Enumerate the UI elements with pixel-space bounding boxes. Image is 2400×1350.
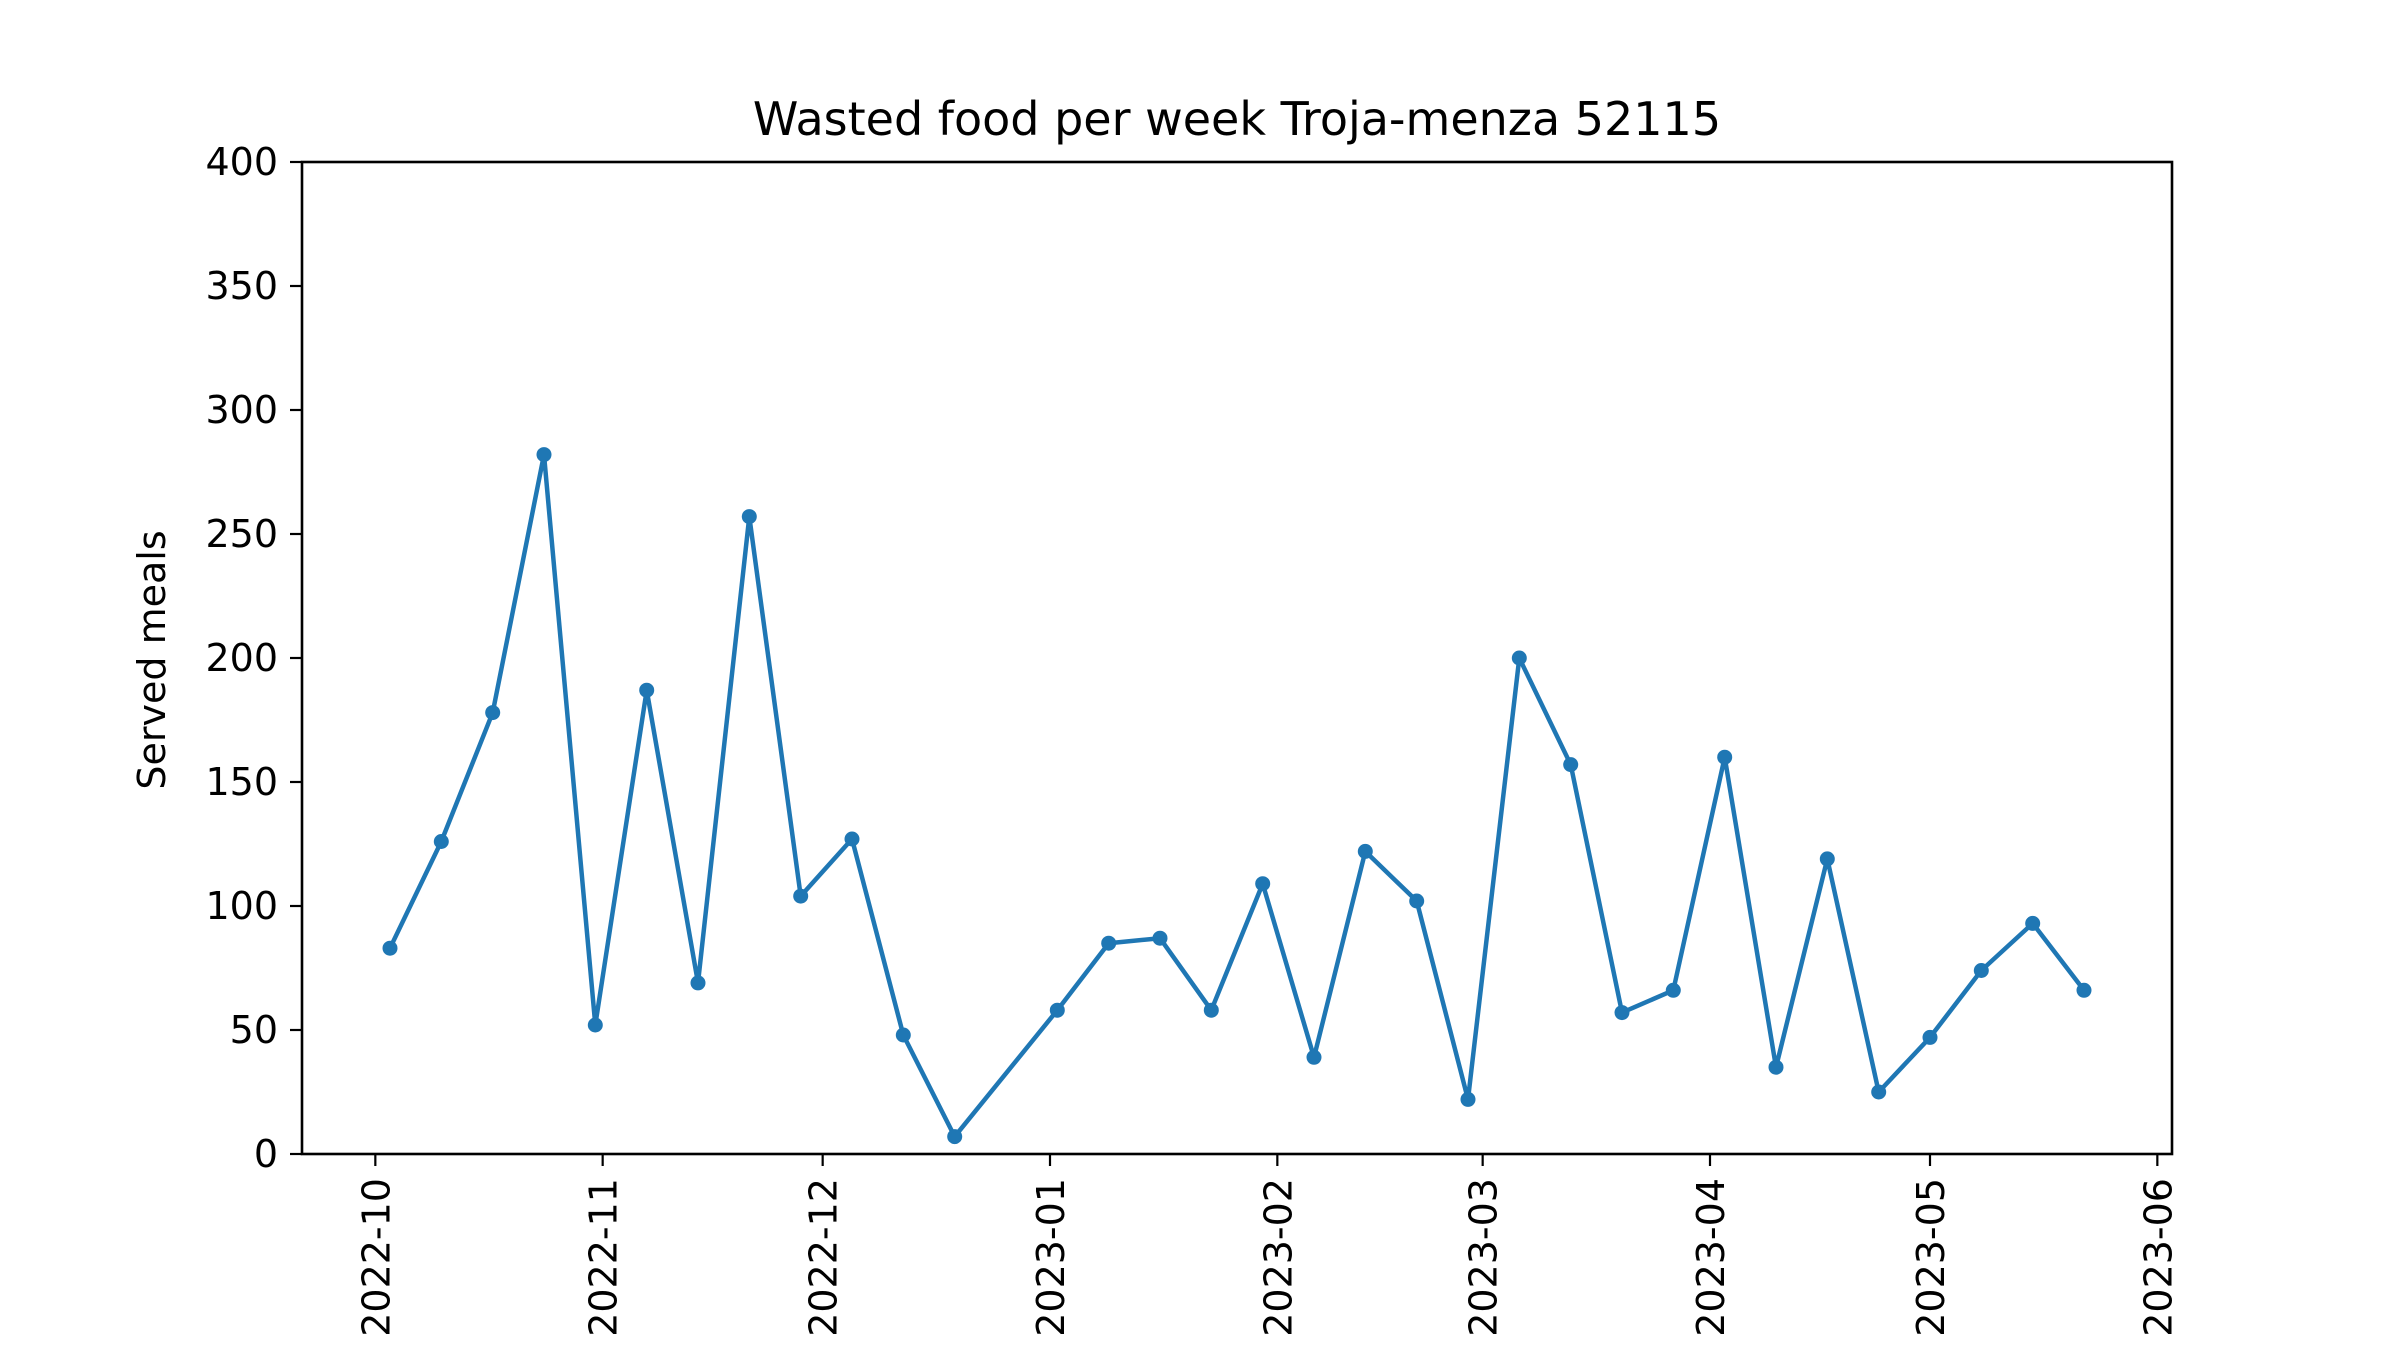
- x-tick-label: 2023-06: [2136, 1178, 2180, 1337]
- data-point: [2076, 982, 2092, 998]
- y-axis: 0 50 100 150 200 250 300 350 400: [205, 140, 302, 1176]
- data-point: [844, 831, 860, 847]
- y-tick-label: 0: [254, 1132, 278, 1176]
- data-point: [895, 1027, 911, 1043]
- y-tick-label: 350: [205, 264, 278, 308]
- x-tick-label: 2022-11: [582, 1178, 626, 1337]
- data-point: [947, 1129, 963, 1145]
- data-point: [485, 705, 501, 721]
- x-tick-label: 2023-01: [1029, 1178, 1073, 1337]
- plot-frame: [300, 160, 2174, 1156]
- chart-title: Wasted food per week Troja-menza 52115: [753, 92, 1721, 146]
- x-tick-label: 2023-04: [1689, 1178, 1733, 1337]
- data-point: [690, 975, 706, 991]
- data-point: [1819, 851, 1835, 867]
- data-point: [382, 940, 398, 956]
- data-point: [536, 447, 552, 463]
- data-point: [1614, 1005, 1630, 1021]
- y-tick-label: 150: [205, 760, 278, 804]
- data-point: [1409, 893, 1425, 909]
- data-point: [1255, 876, 1271, 892]
- y-tick-label: 400: [205, 140, 278, 184]
- x-tick-label: 2022-10: [354, 1178, 398, 1337]
- data-point: [1665, 982, 1681, 998]
- x-tick-label: 2023-03: [1462, 1178, 1506, 1337]
- data-point: [1152, 930, 1168, 946]
- x-tick-label: 2023-02: [1256, 1178, 1300, 1337]
- data-point: [1973, 963, 1989, 978]
- data-point: [1203, 1002, 1219, 1018]
- data-point: [1563, 757, 1579, 773]
- x-tick-label: 2022-12: [802, 1178, 846, 1337]
- data-point: [793, 888, 809, 904]
- data-point: [1306, 1049, 1322, 1065]
- data-point: [1460, 1091, 1476, 1107]
- y-tick-label: 100: [205, 884, 278, 928]
- data-point: [433, 834, 449, 849]
- data-point: [1101, 935, 1117, 951]
- data-point: [1717, 749, 1733, 765]
- data-point: [1049, 1002, 1065, 1018]
- x-tick-label: 2023-05: [1909, 1178, 1953, 1337]
- data-point: [2025, 915, 2041, 931]
- data-point: [1922, 1029, 1938, 1045]
- y-tick-label: 300: [205, 388, 278, 432]
- y-tick-label: 50: [230, 1008, 278, 1052]
- y-tick-label: 200: [205, 636, 278, 680]
- y-tick-label: 250: [205, 512, 278, 556]
- x-axis: 2022-10 2022-11 2022-12 2023-01 2023-02 2023-…: [354, 1154, 2180, 1337]
- data-point: [1511, 650, 1527, 666]
- data-point: [639, 682, 655, 698]
- data-point: [741, 509, 757, 525]
- data-point: [1357, 843, 1373, 859]
- series-layer: [382, 447, 2092, 1145]
- y-axis-label: Served meals: [130, 530, 174, 789]
- data-point: [1768, 1059, 1784, 1075]
- data-point: [587, 1017, 603, 1033]
- data-point: [1871, 1084, 1887, 1100]
